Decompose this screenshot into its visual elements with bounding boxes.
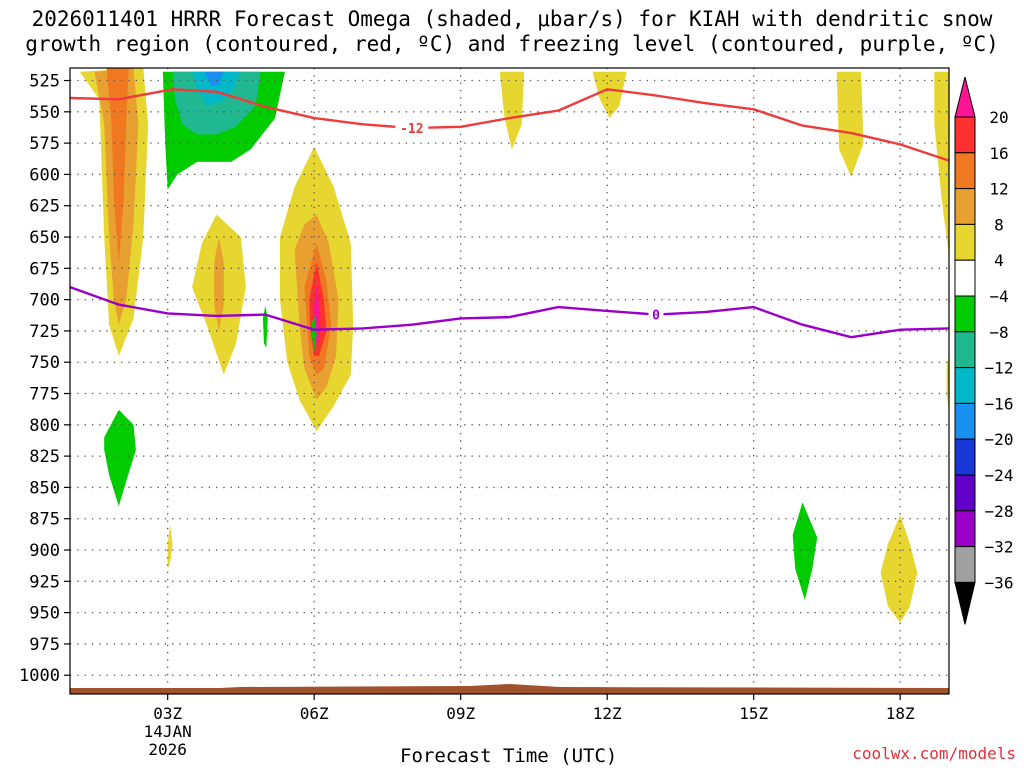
colorbar-box-6 xyxy=(954,295,976,333)
colorbar-label-12: −32 xyxy=(985,538,1014,557)
credit-link[interactable]: coolwx.com/models xyxy=(852,744,1016,763)
y-tick-label-775: 775 xyxy=(29,385,60,405)
colorbar-bottom-arrow xyxy=(954,581,976,625)
colorbar-box-2 xyxy=(954,152,976,190)
y-tick-label-950: 950 xyxy=(29,604,60,624)
omega-region-24 xyxy=(792,502,818,601)
colorbar-label-2: 12 xyxy=(989,180,1008,199)
omega-region-4 xyxy=(214,237,224,331)
y-tick-label-700: 700 xyxy=(29,291,60,311)
omega-shading xyxy=(79,68,949,623)
x-year-label: 2026 xyxy=(148,740,187,759)
omega-region-20 xyxy=(204,71,224,87)
x-tick-label-03Z: 03Z xyxy=(153,704,182,723)
colorbar-box-5 xyxy=(954,259,976,297)
colorbar-label-11: −28 xyxy=(985,502,1014,521)
colorbar-label-5: −4 xyxy=(989,287,1008,306)
contour-lines: -12 0 xyxy=(69,88,950,339)
colorbar-box-1 xyxy=(954,116,976,154)
y-tick-label-850: 850 xyxy=(29,478,60,498)
y-tick-label-825: 825 xyxy=(29,447,60,467)
contour-label-bg-1 xyxy=(648,306,664,323)
x-tick-label-06Z: 06Z xyxy=(300,704,329,723)
colorbar-label-1: 16 xyxy=(989,144,1008,163)
omega-region-14 xyxy=(880,515,918,623)
colorbar-box-8 xyxy=(954,367,976,404)
colorbar-legend: 20 16 12 8 4 −4 −8 −12 −16 −20 −24 −28 −32 −36 xyxy=(954,76,1014,625)
contour-line-1 xyxy=(69,285,950,339)
x-date-label: 14JAN xyxy=(144,722,192,741)
colorbar-label-10: −24 xyxy=(985,466,1014,485)
x-tick-label-09Z: 09Z xyxy=(446,704,475,723)
colorbar-box-4 xyxy=(954,223,976,261)
colorbar-box-9 xyxy=(954,402,976,440)
y-tick-label-800: 800 xyxy=(29,416,60,436)
omega-region-2 xyxy=(106,68,129,263)
y-tick-label-575: 575 xyxy=(29,134,60,154)
colorbar-box-12 xyxy=(954,510,976,548)
plot-frame xyxy=(69,67,950,695)
contour-label-0: -12 xyxy=(400,122,423,137)
omega-region-10 xyxy=(167,525,173,569)
y-tick-label-925: 925 xyxy=(29,572,60,592)
chart-title-line1: 2026011401 HRRR Forecast Omega (shaded, … xyxy=(31,7,993,31)
colorbar-box-11 xyxy=(954,474,976,512)
x-tick-label-18Z: 18Z xyxy=(886,704,915,723)
contour-label-1: 0 xyxy=(652,309,660,324)
terrain-fill xyxy=(70,684,949,694)
y-tick-label-900: 900 xyxy=(29,541,60,561)
colorbar-label-7: −12 xyxy=(985,359,1014,378)
colorbar-label-0: 20 xyxy=(989,108,1008,127)
colorbar-label-13: −36 xyxy=(985,573,1014,592)
y-tick-label-625: 625 xyxy=(29,197,60,217)
colorbar-label-8: −16 xyxy=(985,394,1014,413)
y-axis-pressure: 525 550 575 600 625 650 675 700 725 750 775 800 825 8… xyxy=(19,72,70,686)
y-tick-label-725: 725 xyxy=(29,322,60,342)
colorbar-box-10 xyxy=(954,438,976,476)
omega-region-13 xyxy=(836,71,864,177)
y-tick-label-975: 975 xyxy=(29,635,60,655)
colorbar-label-4: 4 xyxy=(994,251,1004,270)
x-tick-label-12Z: 12Z xyxy=(593,704,622,723)
colorbar-top-arrow xyxy=(954,76,976,118)
omega-region-23 xyxy=(262,305,268,348)
colorbar-label-9: −20 xyxy=(985,430,1014,449)
colorbar-label-6: −8 xyxy=(989,323,1008,342)
omega-region-18 xyxy=(172,71,261,135)
surface-terrain xyxy=(70,684,949,694)
contour-label-bg-0 xyxy=(395,120,429,137)
y-tick-label-750: 750 xyxy=(29,353,60,373)
y-tick-label-550: 550 xyxy=(29,103,60,123)
omega-region-22 xyxy=(310,314,317,353)
contour-line-0 xyxy=(69,88,950,162)
grid-lines xyxy=(70,68,949,694)
omega-region-12 xyxy=(592,71,627,119)
y-tick-label-525: 525 xyxy=(29,72,60,92)
colorbar-box-7 xyxy=(954,331,976,369)
y-tick-label-875: 875 xyxy=(29,510,60,530)
colorbar-box-13 xyxy=(954,546,976,583)
y-tick-label-675: 675 xyxy=(29,259,60,279)
colorbar-label-3: 8 xyxy=(994,215,1004,234)
omega-region-11 xyxy=(499,71,525,150)
x-axis-title: Forecast Time (UTC) xyxy=(400,745,618,767)
y-tick-label-650: 650 xyxy=(29,228,60,248)
omega-region-21 xyxy=(104,409,136,507)
omega-region-15 xyxy=(934,71,949,256)
colorbar-box-3 xyxy=(954,188,976,225)
y-tick-label-1000: 1000 xyxy=(19,666,60,686)
y-tick-label-600: 600 xyxy=(29,165,60,185)
omega-region-19 xyxy=(192,71,241,106)
x-tick-label-15Z: 15Z xyxy=(739,704,768,723)
chart-title-line2: growth region (contoured, red, ºC) and f… xyxy=(25,32,999,56)
